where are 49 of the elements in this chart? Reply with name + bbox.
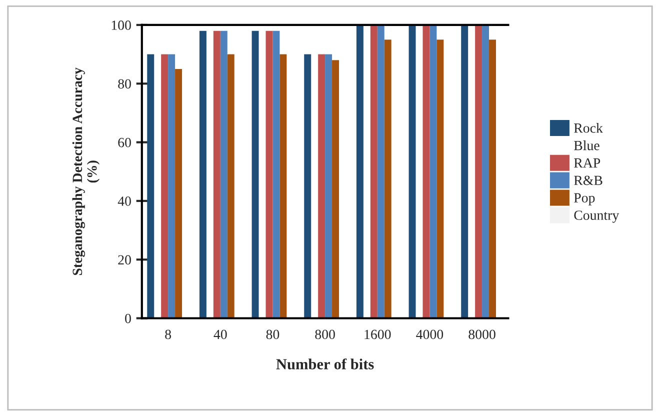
y-tick-label: 20 — [118, 255, 131, 265]
bar — [220, 30, 228, 318]
bar — [482, 24, 490, 318]
y-tick-label: 80 — [118, 79, 131, 89]
x-tick-label: 40 — [214, 330, 227, 340]
bar — [422, 24, 430, 318]
x-tick-label: 8 — [165, 330, 172, 340]
y-axis-title: Steganography Detection Accuracy (%) — [72, 68, 100, 276]
bar — [199, 30, 206, 318]
legend-label: Pop — [574, 193, 595, 206]
x-tick-label: 8000 — [468, 330, 496, 340]
bar — [147, 54, 154, 318]
bar — [489, 40, 496, 318]
bar — [304, 54, 312, 318]
y-tick-label: 0 — [125, 314, 131, 324]
y-tick-label: 40 — [118, 196, 131, 206]
bar — [436, 40, 444, 318]
x-axis-title: Number of bits — [276, 358, 374, 370]
bar — [384, 40, 392, 318]
bar — [475, 24, 482, 318]
bar — [370, 24, 378, 318]
legend-label: Rock — [574, 123, 603, 133]
x-tick-label: 800 — [315, 330, 335, 340]
bar — [356, 24, 364, 318]
bar — [168, 54, 176, 318]
bar — [252, 30, 259, 318]
bar — [280, 54, 287, 318]
y-tick-label: 60 — [118, 138, 131, 148]
legend-label: RAP — [574, 158, 600, 168]
bar — [325, 54, 332, 318]
bar — [318, 54, 326, 318]
x-tick-label: 80 — [266, 330, 280, 340]
bar — [430, 24, 437, 318]
bar — [272, 30, 280, 318]
text: Blue — [574, 140, 600, 150]
bar — [266, 30, 273, 318]
x-tick-label: 4000 — [416, 330, 444, 340]
legend-label: Country — [574, 210, 620, 223]
bar — [161, 54, 168, 318]
bar — [227, 54, 234, 318]
bar — [213, 30, 220, 318]
bar — [332, 60, 340, 318]
bar — [377, 24, 384, 318]
bar — [175, 68, 182, 318]
bar — [461, 24, 468, 318]
legend-label: R&B — [574, 176, 602, 186]
y-tick-label: 100 — [112, 20, 131, 30]
x-tick-label: 1600 — [364, 330, 391, 340]
bar — [408, 24, 416, 318]
